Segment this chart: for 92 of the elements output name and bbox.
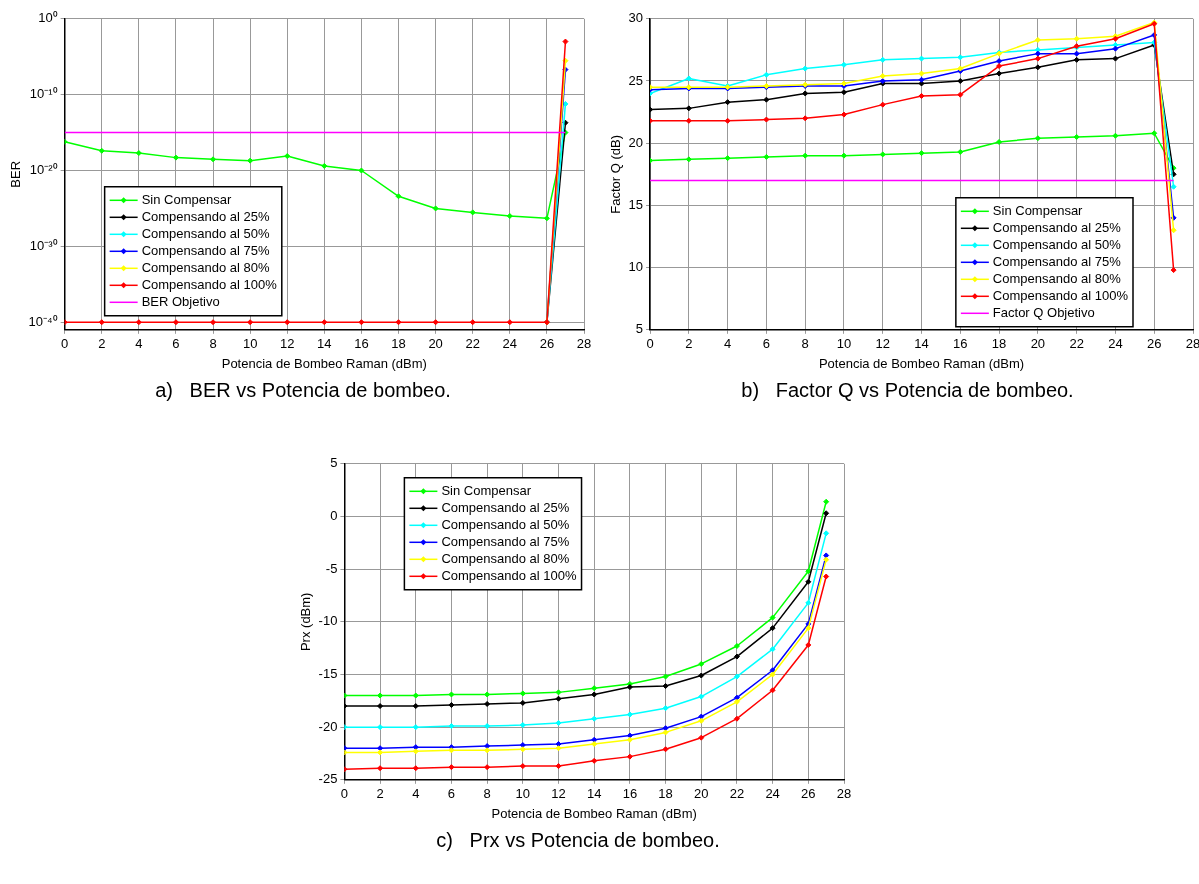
x-tick-label: 22 [465, 336, 480, 352]
x-tick-label: 20 [694, 786, 709, 802]
y-tick-label: 10⁻³⁰ [29, 237, 58, 253]
x-tick-label: 20 [428, 336, 443, 352]
y-tick-label: -25 [318, 771, 338, 787]
x-tick-label: 12 [279, 336, 295, 352]
x-axis-title: Potencia de Bombeo Raman (dBm) [491, 805, 697, 821]
x-tick-label: 2 [98, 336, 106, 352]
legend-label: Compensando al 80% [441, 550, 570, 566]
x-tick-label: 6 [447, 786, 456, 802]
legend-label: Compensando al 50% [992, 236, 1122, 252]
x-tick-label: 18 [391, 336, 406, 352]
x-tick-label: 26 [801, 786, 816, 802]
legend-label: Compensando al 50% [141, 225, 270, 241]
legend-label: Sin Compensar [441, 482, 532, 498]
y-tick-label: -20 [318, 718, 338, 734]
legend-label: Compensando al 80% [141, 259, 270, 275]
x-tick-label: 14 [914, 336, 929, 352]
x-tick-label: 22 [1069, 336, 1084, 352]
legend-label: Compensando al 25% [992, 219, 1122, 235]
x-tick-label: 24 [1108, 336, 1123, 352]
legend-label: BER Objetivo [141, 293, 220, 309]
x-tick-label: 14 [317, 336, 332, 352]
x-tick-label: 12 [875, 336, 890, 352]
x-tick-label: 26 [1146, 336, 1162, 352]
text: a) BER vs Potencia de bombeo. [154, 379, 452, 402]
y-tick-label: -10 [318, 613, 338, 629]
text: c) Prx vs Potencia de bombeo. [435, 829, 721, 852]
y-tick-label: 10⁻⁴⁰ [28, 313, 58, 329]
y-tick-label: -15 [318, 666, 338, 682]
legend-label: Factor Q Objetivo [992, 304, 1095, 320]
x-tick-label: 8 [209, 336, 217, 352]
y-tick-label: 10 [628, 259, 644, 275]
legend-label: Compensando al 75% [141, 242, 270, 258]
x-tick-label: 28 [836, 786, 852, 802]
x-tick-label: 16 [622, 786, 638, 802]
legend-label: Sin Compensar [992, 202, 1084, 218]
x-tick-label: 8 [483, 786, 491, 802]
legend-label: Compensando al 100% [441, 567, 577, 583]
y-axis-title: Factor Q (dB) [608, 134, 624, 214]
x-tick-label: 8 [801, 336, 809, 352]
x-tick-label: 16 [354, 336, 369, 352]
legend-label: Compensando al 25% [141, 208, 270, 224]
x-tick-label: 22 [729, 786, 745, 802]
y-tick-label: 0 [330, 508, 338, 524]
x-tick-label: 28 [1185, 336, 1199, 352]
legend-label: Sin Compensar [141, 191, 232, 207]
x-tick-label: 28 [576, 336, 592, 352]
x-tick-label: 24 [765, 786, 780, 802]
x-tick-label: 10 [836, 336, 852, 352]
x-tick-label: 24 [502, 336, 518, 352]
x-tick-label: 0 [340, 786, 349, 802]
y-tick-label: 10⁻¹⁰ [29, 86, 58, 102]
y-tick-label: 10⁰ [38, 10, 58, 26]
x-tick-label: 10 [515, 786, 531, 802]
x-axis-title: Potencia de Bombeo Raman (dBm) [221, 355, 427, 371]
legend-label: Compensando al 100% [141, 276, 278, 292]
y-axis-title: BER [8, 160, 24, 188]
legend-label: Compensando al 25% [441, 499, 570, 515]
x-tick-label: 4 [412, 786, 420, 802]
x-tick-label: 4 [135, 336, 143, 352]
y-tick-label: -5 [325, 560, 338, 576]
x-tick-label: 0 [646, 336, 654, 352]
legend-label: Compensando al 75% [992, 253, 1122, 269]
y-axis-title: Prx (dBm) [298, 592, 314, 652]
text: b) Factor Q vs Potencia de bombeo. [740, 379, 1075, 402]
x-tick-label: 2 [685, 336, 693, 352]
y-tick-label: 25 [628, 72, 644, 88]
x-axis-title: Potencia de Bombeo Raman (dBm) [818, 355, 1025, 371]
x-tick-label: 2 [376, 786, 384, 802]
y-tick-label: 5 [635, 321, 644, 337]
x-tick-label: 0 [61, 336, 69, 352]
x-tick-label: 12 [551, 786, 566, 802]
y-tick-label: 20 [628, 134, 644, 150]
legend-label: Compensando al 80% [992, 270, 1122, 286]
x-tick-label: 26 [539, 336, 555, 352]
x-tick-label: 6 [762, 336, 771, 352]
x-tick-label: 6 [172, 336, 180, 352]
x-tick-label: 16 [953, 336, 968, 352]
y-tick-label: 5 [330, 455, 338, 471]
x-tick-label: 4 [724, 336, 732, 352]
x-tick-label: 18 [991, 336, 1007, 352]
legend-label: Compensando al 50% [441, 516, 570, 532]
y-tick-label: 30 [628, 10, 644, 26]
x-tick-label: 20 [1030, 336, 1046, 352]
x-tick-label: 14 [586, 786, 602, 802]
y-tick-label: 10⁻²⁰ [29, 162, 58, 178]
legend-label: Compensando al 100% [992, 287, 1129, 303]
legend-label: Compensando al 75% [441, 533, 570, 549]
x-tick-label: 18 [658, 786, 673, 802]
y-tick-label: 15 [628, 196, 644, 212]
x-tick-label: 10 [242, 336, 258, 352]
